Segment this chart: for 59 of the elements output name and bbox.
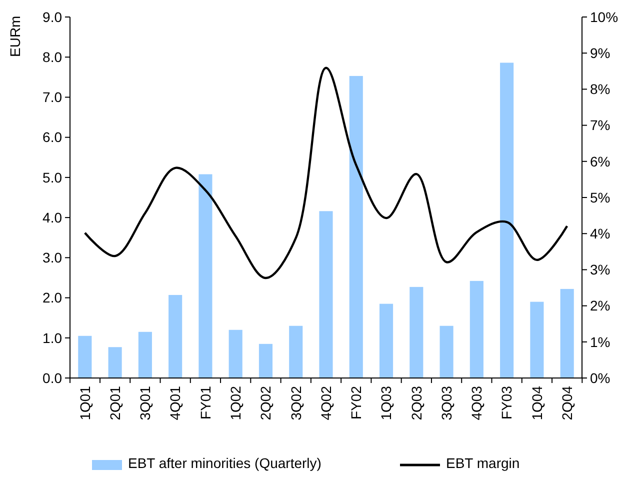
x-tick-label: 3Q03 bbox=[438, 386, 454, 420]
y-tick-label: 1.0 bbox=[42, 330, 62, 346]
x-tick-label: 3Q02 bbox=[288, 386, 304, 420]
x-tick-label: 4Q01 bbox=[167, 386, 184, 420]
bar bbox=[258, 344, 273, 378]
x-tick-label: FY03 bbox=[498, 386, 515, 420]
x-tick-label: 3Q01 bbox=[137, 386, 154, 420]
x-tick-label: 2Q04 bbox=[558, 386, 575, 420]
y-tick-label: 2.0 bbox=[42, 290, 62, 306]
y2-tick-label: 4% bbox=[590, 226, 610, 242]
x-tick-label: 4Q03 bbox=[468, 386, 485, 420]
y-tick-label: 6.0 bbox=[42, 129, 62, 146]
y-tick-label: 3.0 bbox=[42, 250, 62, 266]
y-tick-label: 9.0 bbox=[42, 8, 62, 25]
y2-tick-label: 0% bbox=[590, 370, 610, 386]
x-tick-label: FY01 bbox=[197, 386, 214, 420]
x-tick-label: 1Q03 bbox=[378, 386, 394, 420]
y2-tick-label: 3% bbox=[590, 262, 610, 278]
bar bbox=[289, 326, 303, 378]
legend-label: EBT after minorities (Quarterly) bbox=[128, 455, 322, 471]
y-tick-label: 7.0 bbox=[42, 89, 62, 106]
bar bbox=[228, 330, 242, 378]
y-tick-label: 5.0 bbox=[42, 169, 62, 186]
y2-tick-label: 5% bbox=[590, 189, 610, 206]
bar bbox=[138, 332, 152, 378]
x-tick-label: 4Q02 bbox=[318, 386, 334, 420]
bar bbox=[168, 294, 182, 378]
y2-tick-label: 10% bbox=[590, 8, 618, 25]
x-tick-label: 1Q04 bbox=[528, 386, 545, 420]
x-tick-label: FY02 bbox=[348, 386, 364, 420]
bar bbox=[470, 280, 484, 378]
y2-tick-label: 9% bbox=[590, 45, 610, 61]
bar bbox=[349, 76, 363, 378]
y2-tick-label: 7% bbox=[590, 117, 610, 134]
bar bbox=[500, 62, 514, 378]
y-tick-label: 8.0 bbox=[42, 49, 62, 66]
y-axis-title: EURm bbox=[7, 16, 23, 57]
bar bbox=[78, 336, 92, 378]
bar bbox=[319, 211, 333, 378]
x-tick-label: 1Q01 bbox=[76, 386, 93, 420]
y-tick-label: 0.0 bbox=[42, 370, 62, 386]
y-tick-label: 4.0 bbox=[42, 209, 62, 226]
bar bbox=[440, 326, 454, 378]
y2-tick-label: 2% bbox=[590, 298, 610, 314]
bar bbox=[108, 347, 122, 378]
x-tick-label: 2Q02 bbox=[258, 386, 274, 420]
y2-tick-label: 8% bbox=[590, 81, 610, 98]
x-tick-label: 1Q02 bbox=[227, 386, 244, 420]
line-series bbox=[84, 66, 568, 280]
bar bbox=[410, 286, 424, 378]
bar bbox=[560, 288, 574, 378]
bar bbox=[198, 174, 212, 378]
y2-tick-label: 6% bbox=[590, 153, 610, 170]
x-tick-label: 2Q03 bbox=[408, 386, 424, 420]
bar bbox=[379, 304, 394, 378]
y2-tick-label: 1% bbox=[590, 334, 610, 350]
bar bbox=[530, 302, 544, 378]
x-tick-label: 2Q01 bbox=[106, 386, 123, 420]
legend-label: EBT margin bbox=[446, 455, 520, 471]
